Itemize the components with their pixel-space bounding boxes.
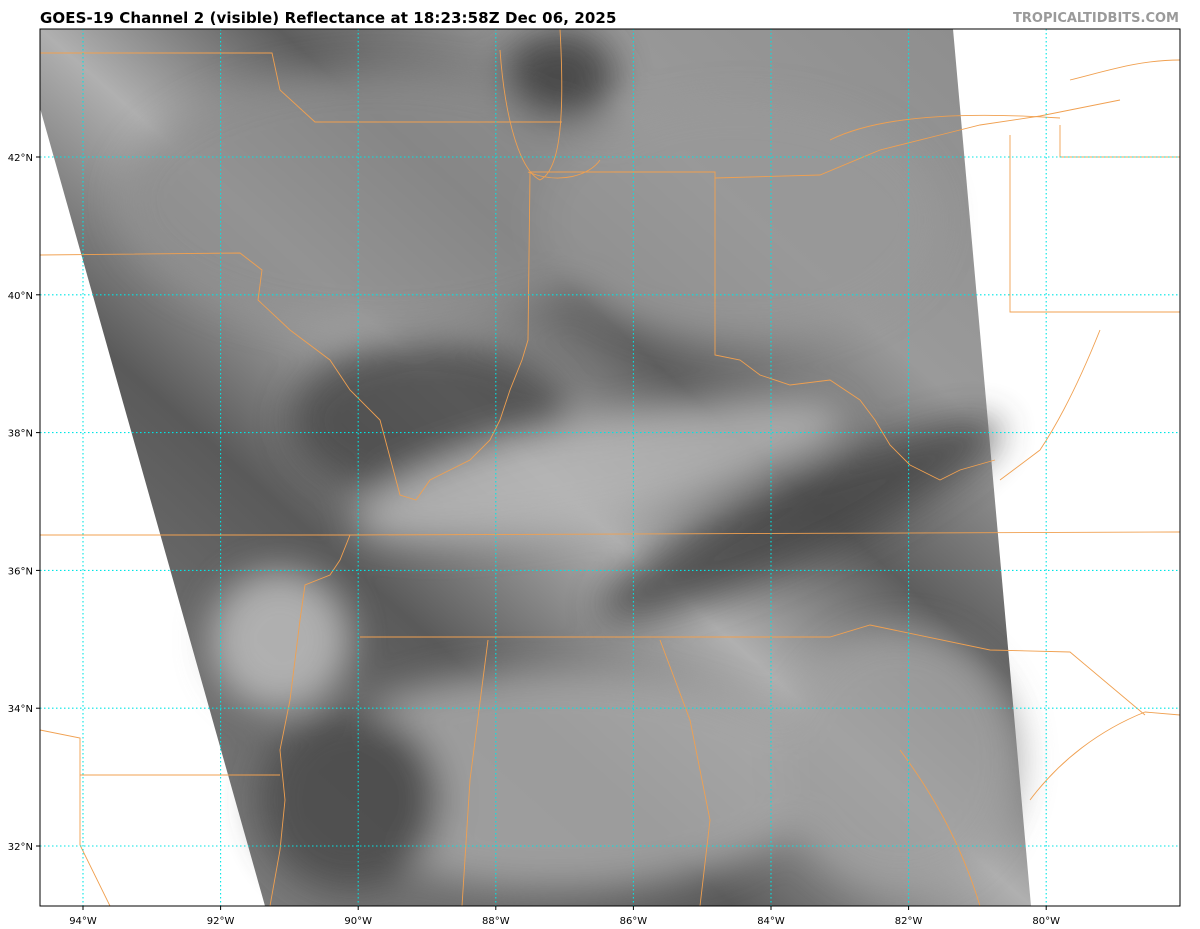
latitude-label: 36°N [8, 566, 33, 577]
longitude-label: 94°W [69, 916, 97, 927]
axis-ticks: 94°W 92°W 90°W 88°W 86°W 84°W 82°W 80°W 42°N 40°N… [8, 153, 1060, 927]
longitude-label: 80°W [1032, 916, 1060, 927]
longitude-label: 90°W [344, 916, 372, 927]
longitude-label: 92°W [207, 916, 235, 927]
plot-frame [39, 28, 1181, 907]
longitude-label: 82°W [895, 916, 923, 927]
site-credit: TROPICALTIDBITS.COM [1013, 11, 1179, 26]
longitude-label: 86°W [620, 916, 648, 927]
map-title: GOES-19 Channel 2 (visible) Reflectance … [40, 9, 617, 27]
latitude-label: 34°N [8, 704, 33, 715]
satellite-swath [40, 29, 1031, 906]
latitude-label: 32°N [8, 842, 33, 853]
longitude-label: 88°W [482, 916, 510, 927]
longitude-label: 84°W [757, 916, 785, 927]
latitude-label: 40°N [8, 291, 33, 302]
latitude-label: 42°N [8, 153, 33, 164]
latitude-label: 38°N [8, 429, 33, 440]
